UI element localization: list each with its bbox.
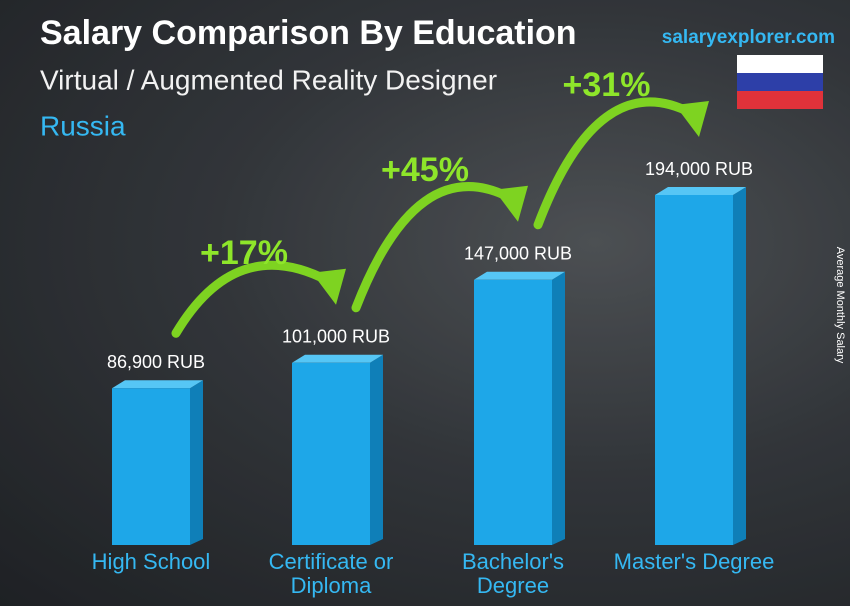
increase-label: +31%	[563, 66, 651, 104]
bar-top	[474, 271, 565, 280]
chart-title: Salary Comparison By Education	[40, 14, 577, 52]
flag-stripe	[737, 73, 823, 91]
bar	[292, 362, 370, 545]
increase-arrow	[171, 260, 333, 338]
chart-subtitle: Virtual / Augmented Reality Designer	[40, 64, 497, 95]
value-label: 101,000 RUB	[282, 327, 390, 347]
value-label: 194,000 RUB	[645, 159, 753, 179]
bar	[112, 388, 190, 545]
y-axis-label: Average Monthly Salary	[834, 247, 846, 364]
flag	[737, 55, 823, 109]
flag-stripe	[737, 91, 823, 109]
flag-stripe	[737, 55, 823, 73]
value-label: 147,000 RUB	[464, 244, 572, 264]
bar	[655, 195, 733, 545]
bar-side	[733, 187, 746, 545]
arrow-head	[312, 268, 346, 305]
x-tick-label: Master's Degree	[613, 549, 775, 574]
x-tick-label: High School	[91, 549, 211, 574]
bar-top	[112, 380, 203, 389]
arrow-head	[494, 185, 528, 222]
increase-arrow	[533, 97, 696, 230]
brand: salaryexplorer.com	[662, 27, 835, 48]
bar	[474, 279, 552, 545]
bar-side	[190, 380, 203, 545]
bar-top	[655, 187, 746, 195]
country: Russia	[40, 110, 126, 141]
increase-arrow	[351, 182, 515, 313]
arrow-head	[675, 101, 709, 137]
increase-label: +17%	[200, 234, 288, 272]
value-label: 86,900 RUB	[107, 352, 205, 372]
x-tick-label: Bachelor's Degree	[461, 549, 565, 598]
bar-side	[370, 354, 383, 545]
bar-side	[552, 271, 565, 545]
increase-label: +45%	[381, 151, 469, 189]
x-tick-label: Certificate or Diploma	[268, 549, 394, 598]
bar-top	[292, 354, 383, 363]
